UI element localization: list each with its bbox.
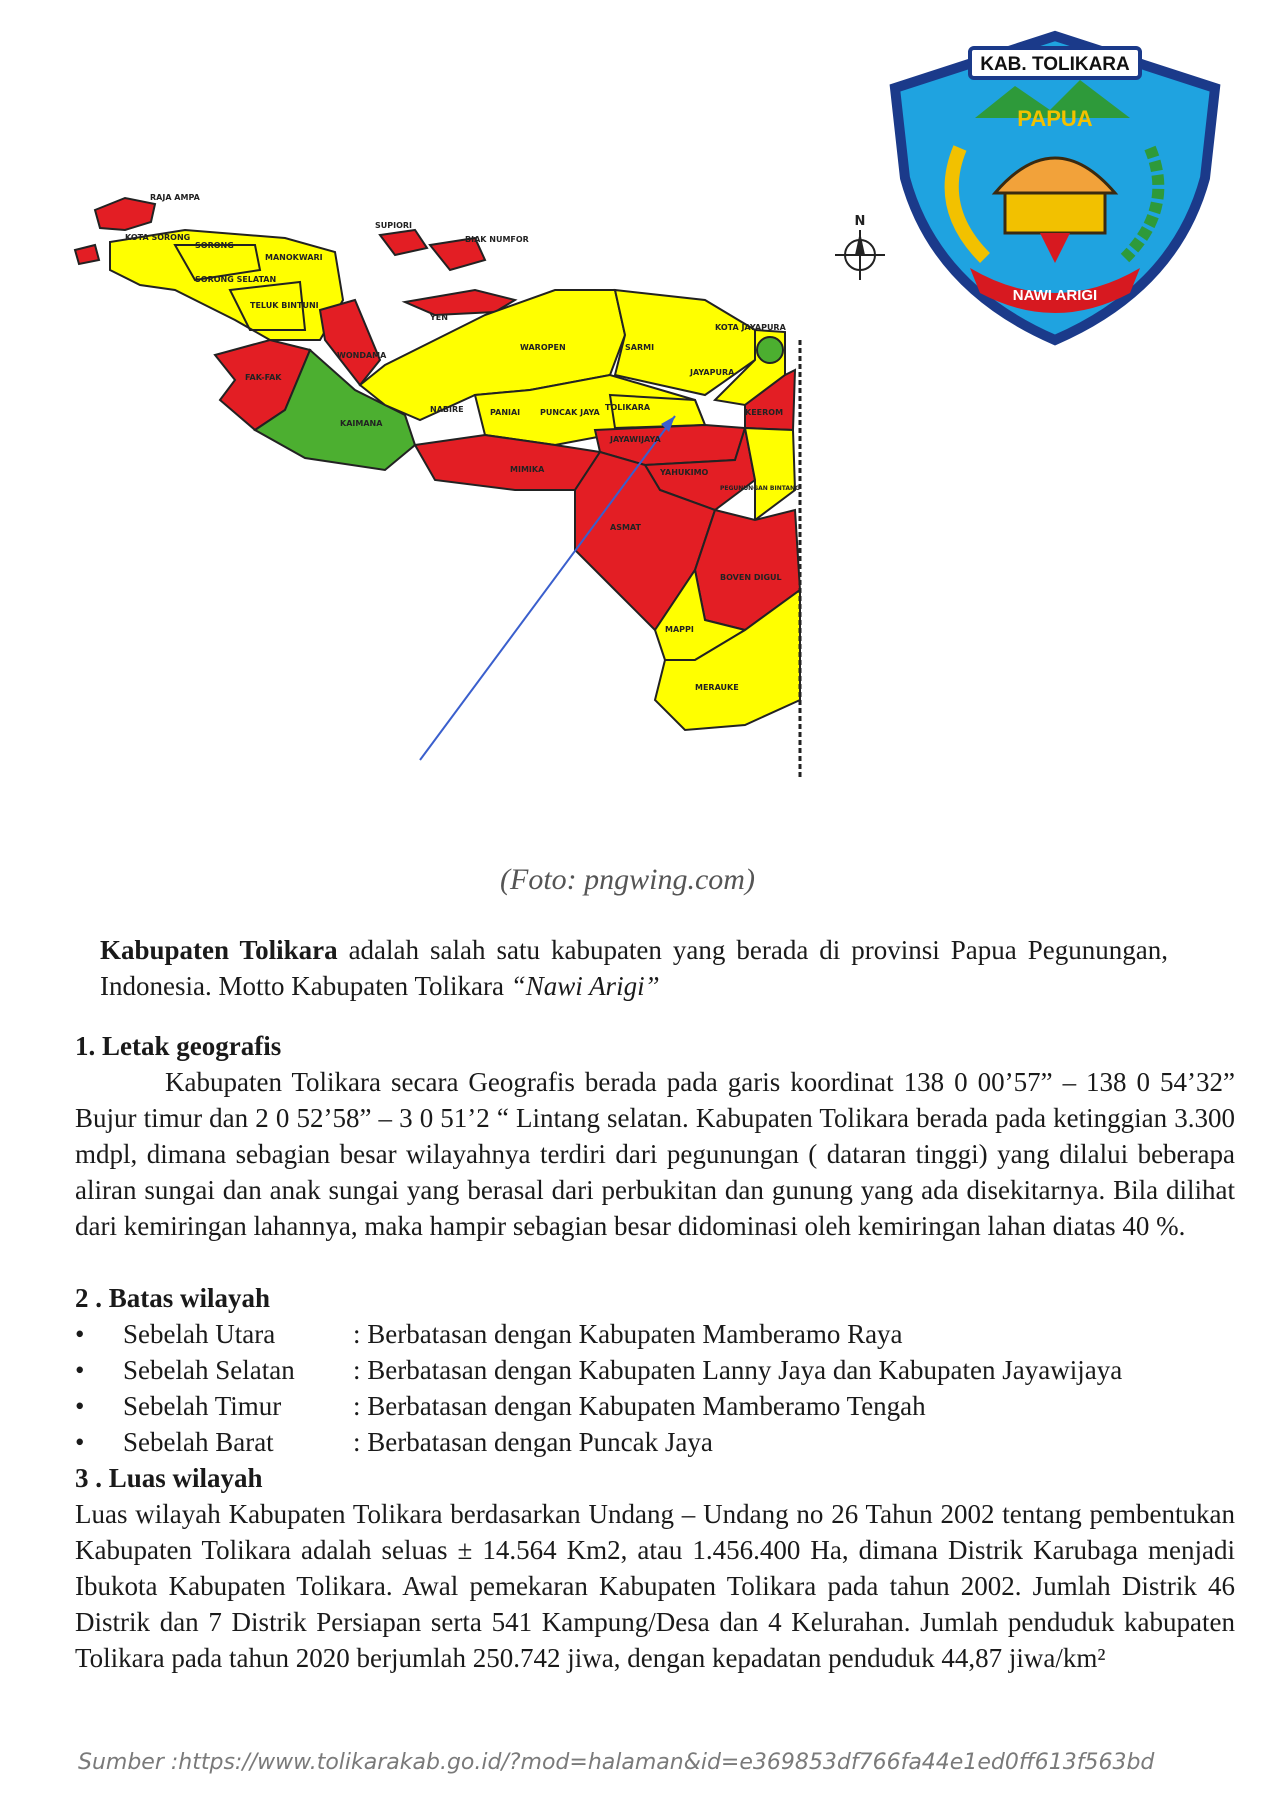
border-description: : Berbatasan dengan Kabupaten Mamberamo … (353, 1391, 926, 1421)
list-item: • Sebelah Barat : Berbatasan dengan Punc… (75, 1424, 1235, 1460)
logo-motto-ribbon (970, 268, 1140, 313)
map-label-pegunungan-bintang: PEGUNUNGAN BINTANG (720, 485, 800, 492)
list-item: • Sebelah Timur : Berbatasan dengan Kabu… (75, 1388, 1235, 1424)
map-label-kaimana: KAIMANA (340, 419, 383, 428)
border-direction: Sebelah Selatan (123, 1355, 295, 1385)
map-label-puncak-jaya: PUNCAK JAYA (540, 408, 601, 417)
border-description: : Berbatasan dengan Kabupaten Lanny Jaya… (353, 1355, 1123, 1385)
map-label-sarmi: SARMI (625, 343, 654, 352)
compass-north-label: N (855, 214, 866, 229)
intro-name: Kabupaten Tolikara (100, 935, 338, 965)
logo-rice-stalk (944, 145, 991, 263)
source-link[interactable]: Sumber :https://www.tolikarakab.go.id/?m… (78, 1750, 1155, 1775)
border-description: : Berbatasan dengan Puncak Jaya (353, 1427, 713, 1457)
logo-mountains (975, 80, 1130, 118)
map-label-manokwari: MANOKWARI (265, 253, 323, 262)
map-region-island-west (73, 243, 101, 266)
compass-icon (835, 230, 885, 280)
map-region-pegunungan-bintang (743, 426, 797, 522)
map-label-merauke: MERAUKE (695, 683, 739, 692)
section-batas-wilayah: 2 . Batas wilayah • Sebelah Utara : Berb… (75, 1280, 1235, 1460)
section1-heading: 1. Letak geografis (75, 1031, 282, 1061)
section3-heading: 3 . Luas wilayah (75, 1463, 263, 1493)
logo-motto: NAWI ARIGI (1013, 287, 1097, 304)
kabupaten-tolikara-logo: KAB. TOLIKARA PAPUA NAWI ARIGI (889, 30, 1221, 346)
map-region-sarmi (613, 288, 756, 397)
intro-paragraph: Kabupaten Tolikara adalah salah satu kab… (100, 932, 1168, 1004)
logo-title: KAB. TOLIKARA (980, 54, 1130, 75)
logo-title-banner (968, 46, 1142, 80)
map-label-nabire: NABIRE (430, 405, 464, 414)
map-border-manokwari (173, 244, 262, 282)
section1-body: Kabupaten Tolikara secara Geografis bera… (75, 1067, 1235, 1241)
bullet-icon: • (75, 1391, 85, 1421)
map-label-yapen: YEN (429, 313, 448, 322)
map-label-keerom: KEEROM (745, 408, 783, 417)
map-region-raja-ampat (93, 196, 157, 232)
list-item: • Sebelah Utara : Berbatasan dengan Kabu… (75, 1316, 1235, 1352)
logo-province: PAPUA (1017, 106, 1092, 131)
map-label-teluk-wondama: WONDAMA (337, 351, 387, 360)
papua-regency-map: N RAJA AMPA KOTA SORONG SORONG MANOKWARI… (73, 193, 885, 780)
map-label-mappi: MAPPI (665, 625, 694, 634)
map-region-supiori (378, 228, 429, 257)
border-description: : Berbatasan dengan Kabupaten Mamberamo … (353, 1319, 903, 1349)
section2-heading: 2 . Batas wilayah (75, 1283, 271, 1313)
map-region-teluk-wondama (318, 298, 382, 387)
map-label-tolikara: TOLIKARA (605, 403, 651, 412)
map-label-teluk-bintuni: TELUK BINTUNI (250, 301, 319, 310)
map-label-raja-ampat: RAJA AMPA (150, 193, 201, 202)
section-letak-geografis: 1. Letak geografis Kabupaten Tolikara se… (75, 1028, 1235, 1244)
intro-motto: “Nawi Arigi” (510, 971, 660, 1001)
map-region-kota-jayapura (756, 336, 784, 364)
map-label-sorong: SORONG (195, 241, 234, 250)
photo-credit: (Foto: pngwing.com) (500, 863, 755, 896)
map-region-biak-numfor (428, 236, 487, 272)
map-label-paniai: PANIAI (490, 408, 520, 417)
map-label-supiori: SUPIORI (375, 221, 412, 230)
map-label-biak-numfor: BIAK NUMFOR (465, 235, 529, 244)
map-label-yahukimo: YAHUKIMO (659, 468, 709, 477)
map-border-teluk-bintuni (228, 280, 307, 331)
map-label-boven-digul: BOVEN DIGUL (720, 573, 782, 582)
section3-body: Luas wilayah Kabupaten Tolikara berdasar… (75, 1499, 1235, 1673)
bullet-icon: • (75, 1355, 85, 1385)
arrow-head-icon (661, 416, 675, 432)
logo-honai-roof (991, 156, 1119, 195)
logo-ribbon-knot (1040, 233, 1070, 263)
logo-honai-body (1003, 191, 1107, 235)
bullet-icon: • (75, 1427, 85, 1457)
map-label-mimika: MIMIKA (510, 465, 545, 474)
map-label-kota-jayapura: KOTA JAYAPURA (715, 323, 787, 332)
map-region-yapen (401, 288, 518, 317)
bullet-icon: • (75, 1319, 85, 1349)
border-direction: Sebelah Utara (123, 1319, 276, 1349)
list-item: • Sebelah Selatan : Berbatasan dengan Ka… (75, 1352, 1235, 1388)
map-region-mimika (413, 433, 602, 491)
map-label-jayawijaya: JAYAWIJAYA (609, 435, 661, 444)
tolikara-pointer-arrow (419, 415, 676, 761)
map-label-fakfak: FAK-FAK (245, 373, 282, 382)
border-direction: Sebelah Timur (123, 1391, 282, 1421)
map-label-waropen: WAROPEN (520, 343, 566, 352)
section-luas-wilayah: 3 . Luas wilayah Luas wilayah Kabupaten … (75, 1460, 1235, 1676)
map-label-sorong-selatan: SORONG SELATAN (195, 275, 276, 284)
intro-text: adalah salah satu kabupaten yang berada … (100, 935, 1168, 1001)
logo-cotton-stalk (1120, 145, 1165, 263)
map-label-kota-sorong: KOTA SORONG (125, 233, 190, 242)
map-label-asmat: ASMAT (610, 523, 641, 532)
border-direction: Sebelah Barat (123, 1427, 274, 1457)
map-label-jayapura: JAYAPURA (689, 368, 735, 377)
map-region-kaimana (253, 348, 417, 472)
